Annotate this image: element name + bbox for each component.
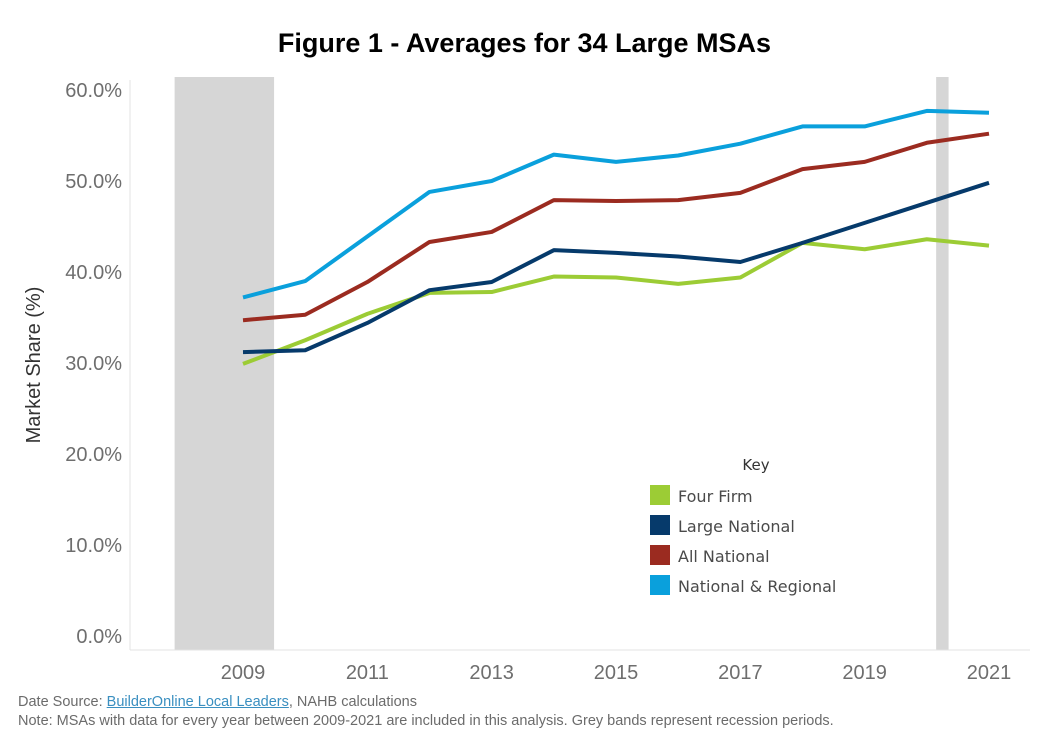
recession-bands (174, 77, 949, 650)
y-tick-label: 0.0% (76, 626, 122, 648)
source-note: Date Source: BuilderOnline Local Leaders… (18, 694, 417, 710)
y-tick-label: 60.0% (65, 80, 122, 102)
series-line-all-national (242, 131, 990, 323)
legend-label: Four Firm (678, 487, 753, 506)
y-tick-labels: 0.0% 10.0% 20.0% 30.0% 40.0% 50.0% 60.0% (65, 80, 122, 648)
legend-swatch (650, 515, 670, 535)
series-line-national-regional (242, 108, 990, 300)
recession-band-1 (174, 77, 275, 650)
x-tick-labels: 2009 2011 2013 2015 2017 2019 2021 (221, 662, 1012, 684)
legend-label: All National (678, 547, 770, 566)
line-chart: 0.0%10.0%20.0%30.0%40.0%50.0%60.0% 2009 2… (23, 77, 1030, 684)
source-suffix: , NAHB calculations (288, 694, 417, 710)
y-tick-label: 50.0% (65, 171, 122, 193)
x-tick-label: 2015 (594, 662, 639, 684)
x-tick-label: 2013 (469, 662, 514, 684)
x-tick-label: 2019 (842, 662, 887, 684)
y-axis-title: Market Share (%) (23, 287, 45, 444)
series-line-four-firm (242, 237, 990, 366)
analysis-note: Note: MSAs with data for every year betw… (18, 713, 834, 729)
legend: Key Four Firm Large National All National N… (650, 456, 836, 596)
recession-band-2 (936, 77, 949, 650)
legend-label: Large National (678, 517, 795, 536)
x-tick-label: 2011 (346, 662, 389, 684)
x-tick-label: 2009 (221, 662, 266, 684)
x-tick-label: 2017 (718, 662, 763, 684)
y-tick-label: 20.0% (65, 444, 122, 466)
y-tick-label: 40.0% (65, 262, 122, 284)
y-tick-label: 10.0% (65, 535, 122, 557)
chart-title: Figure 1 - Averages for 34 Large MSAs (277, 28, 772, 58)
source-prefix: Date Source: (18, 694, 107, 710)
legend-label: National & Regional (678, 577, 836, 596)
legend-swatch (650, 545, 670, 565)
legend-swatch (650, 485, 670, 505)
series-line-large-national (242, 180, 990, 355)
source-link[interactable]: BuilderOnline Local Leaders (106, 694, 289, 710)
legend-swatch (650, 575, 670, 595)
y-tick-label: 30.0% (65, 353, 122, 375)
series-lines (242, 108, 990, 366)
legend-title: Key (742, 456, 769, 474)
x-tick-label: 2021 (967, 662, 1012, 684)
